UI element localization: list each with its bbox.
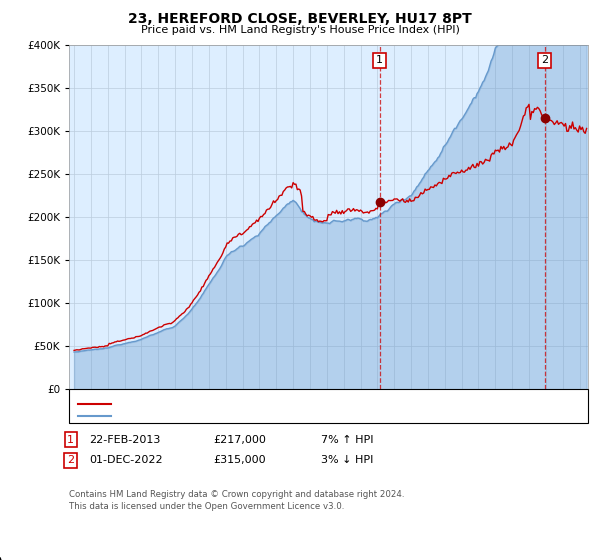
Text: 1: 1 <box>67 435 74 445</box>
Text: 2: 2 <box>67 455 74 465</box>
Text: £217,000: £217,000 <box>213 435 266 445</box>
Text: 01-DEC-2022: 01-DEC-2022 <box>89 455 163 465</box>
Text: 2: 2 <box>541 55 548 66</box>
Text: 23, HEREFORD CLOSE, BEVERLEY, HU17 8PT: 23, HEREFORD CLOSE, BEVERLEY, HU17 8PT <box>128 12 472 26</box>
Text: Price paid vs. HM Land Registry's House Price Index (HPI): Price paid vs. HM Land Registry's House … <box>140 25 460 35</box>
Text: 22-FEB-2013: 22-FEB-2013 <box>89 435 160 445</box>
Text: 3% ↓ HPI: 3% ↓ HPI <box>321 455 373 465</box>
Text: 23, HEREFORD CLOSE, BEVERLEY, HU17 8PT (detached house): 23, HEREFORD CLOSE, BEVERLEY, HU17 8PT (… <box>116 399 442 409</box>
Text: 1: 1 <box>376 55 383 66</box>
Text: Contains HM Land Registry data © Crown copyright and database right 2024.
This d: Contains HM Land Registry data © Crown c… <box>69 490 404 511</box>
Text: HPI: Average price, detached house, East Riding of Yorkshire: HPI: Average price, detached house, East… <box>116 410 431 421</box>
Text: £315,000: £315,000 <box>213 455 266 465</box>
Text: 7% ↑ HPI: 7% ↑ HPI <box>321 435 373 445</box>
